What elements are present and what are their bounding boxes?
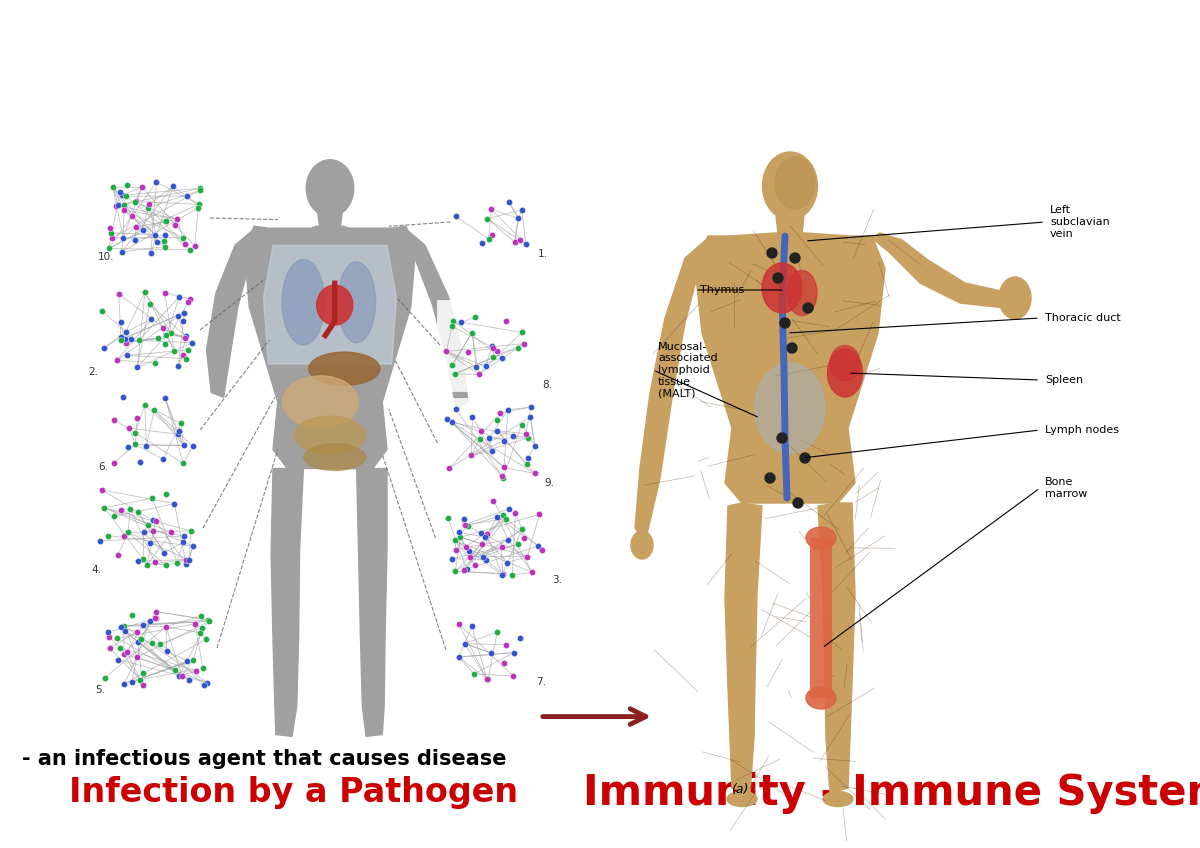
Ellipse shape: [778, 433, 787, 443]
Bar: [432, 490, 553, 586]
Text: 1.: 1.: [538, 249, 547, 259]
Bar: [97, 387, 203, 473]
Polygon shape: [776, 216, 804, 233]
Bar: [434, 398, 546, 488]
Bar: [443, 612, 538, 688]
Polygon shape: [635, 238, 722, 543]
Bar: [88, 282, 203, 378]
Polygon shape: [271, 468, 304, 736]
Ellipse shape: [337, 262, 376, 343]
Ellipse shape: [780, 318, 790, 328]
Ellipse shape: [308, 352, 380, 385]
Text: (a): (a): [731, 784, 749, 796]
Polygon shape: [872, 233, 1010, 308]
Polygon shape: [818, 503, 854, 793]
Ellipse shape: [766, 473, 775, 483]
Text: 4.: 4.: [91, 565, 101, 575]
Ellipse shape: [767, 248, 778, 258]
Text: 3.: 3.: [552, 575, 563, 585]
Ellipse shape: [793, 498, 803, 508]
Ellipse shape: [306, 159, 354, 217]
Text: Immunity - Immune System: Immunity - Immune System: [582, 772, 1200, 814]
Text: 6.: 6.: [98, 462, 108, 472]
Ellipse shape: [282, 376, 359, 428]
Ellipse shape: [317, 285, 353, 325]
Text: Left
subclavian
vein: Left subclavian vein: [1050, 205, 1110, 238]
Text: 2.: 2.: [88, 367, 98, 377]
Text: 9.: 9.: [545, 477, 554, 488]
Text: 10.: 10.: [98, 253, 114, 263]
Text: 7.: 7.: [536, 677, 546, 687]
Ellipse shape: [830, 345, 860, 381]
Text: Bone
marrow: Bone marrow: [1045, 477, 1087, 499]
Bar: [90, 480, 206, 576]
Text: 8.: 8.: [542, 380, 552, 389]
Ellipse shape: [790, 253, 800, 263]
Ellipse shape: [773, 273, 784, 283]
Polygon shape: [245, 226, 415, 468]
Ellipse shape: [803, 303, 814, 313]
Bar: [94, 600, 220, 696]
Ellipse shape: [998, 277, 1031, 319]
Text: Mucosal-
associated
lymphoid
tissue
(MALT): Mucosal- associated lymphoid tissue (MAL…: [658, 342, 718, 399]
Bar: [437, 299, 542, 390]
Polygon shape: [725, 503, 762, 793]
Ellipse shape: [727, 791, 757, 806]
Ellipse shape: [806, 687, 836, 709]
Ellipse shape: [282, 259, 325, 345]
Ellipse shape: [787, 271, 817, 315]
Polygon shape: [396, 229, 468, 410]
Polygon shape: [356, 468, 386, 736]
Ellipse shape: [762, 152, 817, 220]
Ellipse shape: [800, 453, 810, 463]
Text: - an infectious agent that causes disease: - an infectious agent that causes diseas…: [22, 749, 506, 769]
Ellipse shape: [294, 416, 366, 455]
Bar: [448, 184, 539, 260]
Text: Thymus: Thymus: [700, 285, 744, 295]
Text: Thoracic duct: Thoracic duct: [1045, 313, 1121, 323]
Ellipse shape: [775, 157, 815, 209]
Polygon shape: [695, 233, 886, 503]
Ellipse shape: [304, 444, 366, 471]
Polygon shape: [206, 229, 265, 397]
Polygon shape: [264, 245, 396, 364]
Ellipse shape: [828, 349, 863, 397]
Ellipse shape: [762, 263, 802, 313]
Text: Infection by a Pathogen: Infection by a Pathogen: [70, 777, 518, 809]
Ellipse shape: [823, 791, 853, 806]
Bar: [97, 172, 214, 264]
Ellipse shape: [806, 527, 836, 549]
Ellipse shape: [787, 343, 797, 353]
Polygon shape: [318, 212, 342, 226]
Text: Lymph nodes: Lymph nodes: [1045, 425, 1120, 435]
Ellipse shape: [755, 363, 826, 453]
Text: Spleen: Spleen: [1045, 375, 1084, 385]
Bar: [810, 538, 832, 698]
Ellipse shape: [631, 531, 653, 559]
Text: 5.: 5.: [95, 685, 106, 695]
